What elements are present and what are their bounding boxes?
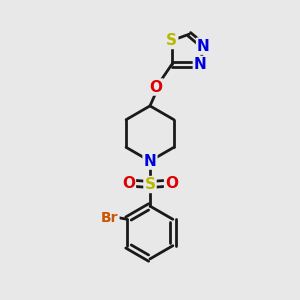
Text: O: O (165, 176, 178, 190)
Text: N: N (194, 57, 207, 72)
Text: N: N (144, 154, 156, 169)
Text: S: S (145, 177, 155, 192)
Text: Br: Br (101, 211, 118, 225)
Text: N: N (197, 39, 210, 54)
Text: O: O (149, 80, 163, 94)
Text: S: S (166, 33, 177, 48)
Text: O: O (122, 176, 135, 190)
